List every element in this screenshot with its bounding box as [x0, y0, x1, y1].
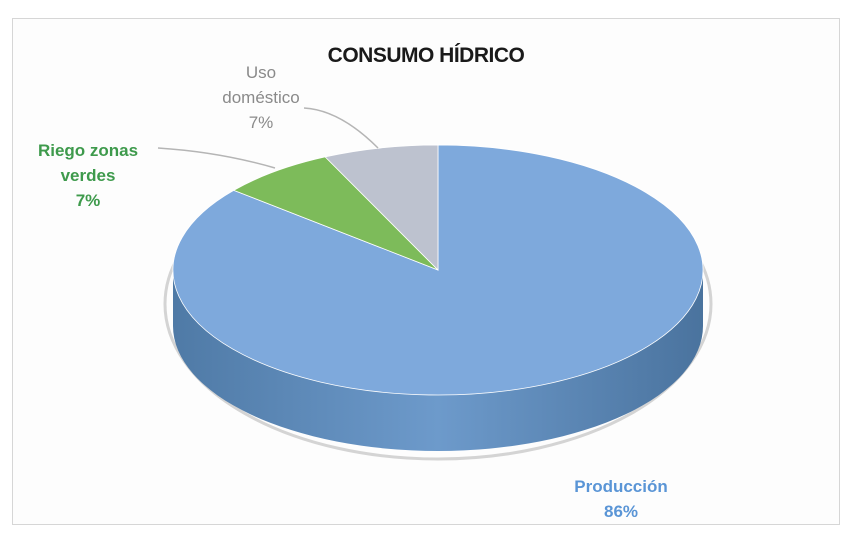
label-produccion-value: 86% — [603, 502, 639, 521]
label-riego-zonas-verdes: Riego zonas verdes 7% — [18, 138, 158, 213]
pie-slice-riego-zonas-verdes — [232, 156, 439, 271]
pie-slice-uso-domestico — [324, 144, 439, 271]
label-uso-domestico-value: 7% — [248, 113, 274, 132]
label-uso-domestico-line2: doméstico — [222, 88, 300, 107]
label-riego-value: 7% — [75, 191, 101, 210]
label-produccion-line1: Producción — [574, 477, 668, 496]
leader-line-domestico — [303, 107, 379, 149]
leader-line-riego — [157, 147, 276, 169]
label-riego-line1: Riego zonas — [37, 141, 139, 160]
label-uso-domestico-line1: Uso — [245, 63, 277, 82]
label-uso-domestico: Uso doméstico 7% — [208, 60, 314, 135]
label-riego-line2: verdes — [60, 166, 116, 185]
chart-title: CONSUMO HÍDRICO — [327, 44, 525, 67]
label-produccion: Producción 86% — [538, 474, 704, 524]
pie-side — [173, 270, 703, 451]
